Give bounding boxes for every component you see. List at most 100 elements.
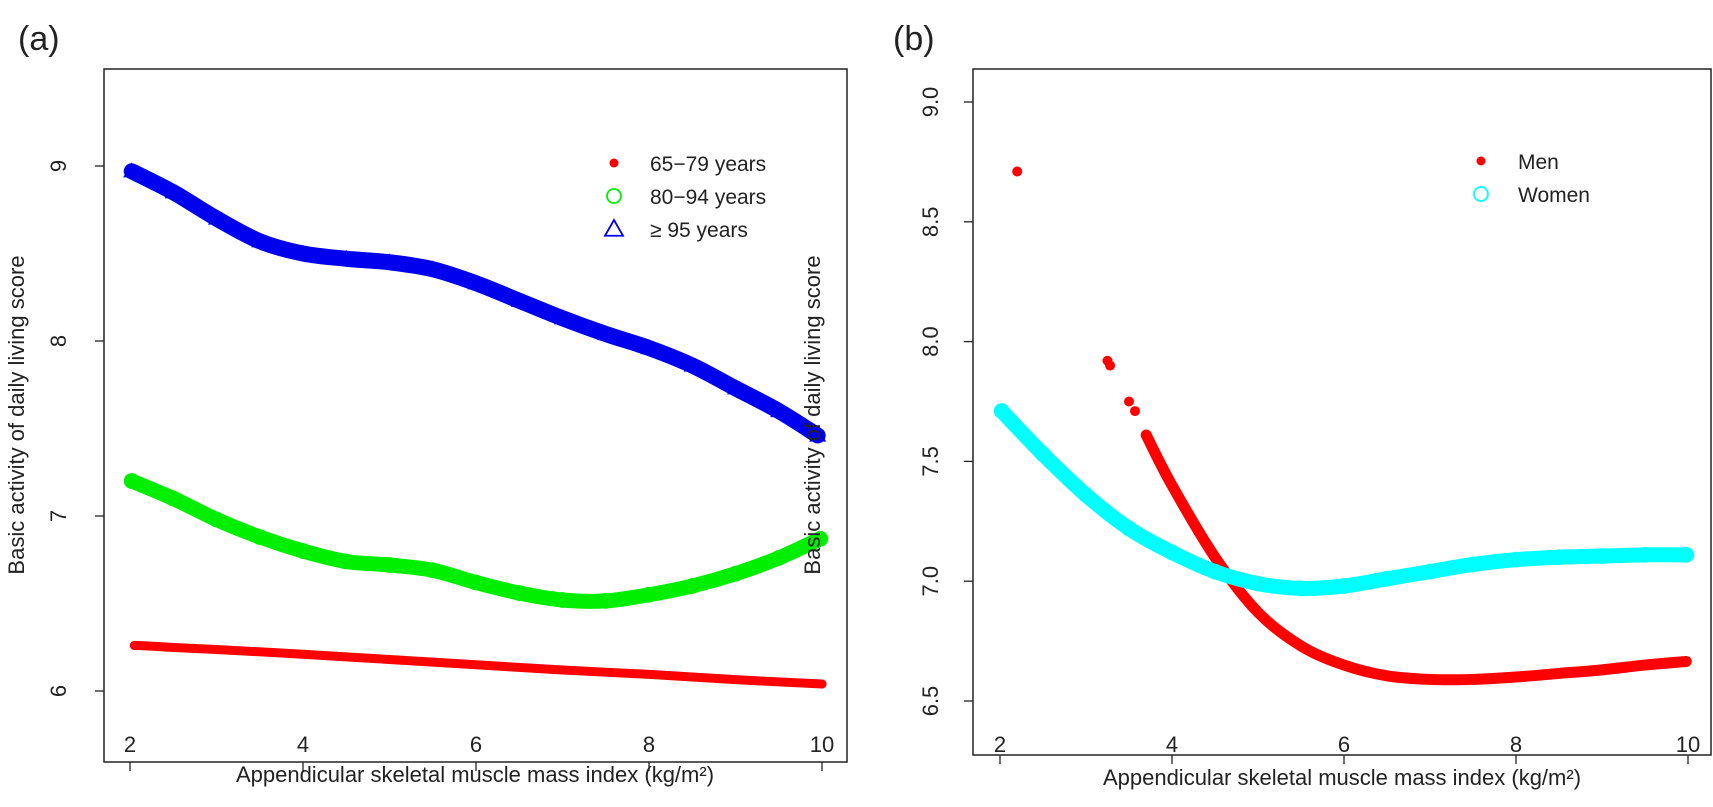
- x-tick-label: 4: [1166, 732, 1178, 757]
- point-marker: [424, 260, 442, 276]
- point-marker: [1678, 546, 1695, 563]
- point-marker: [1465, 556, 1481, 573]
- point-marker: [1105, 360, 1116, 371]
- point-marker: [208, 511, 225, 528]
- point-marker: [1551, 549, 1567, 566]
- series-80-94-years: [123, 473, 829, 609]
- point-marker: [1141, 430, 1151, 440]
- x-tick-label: 10: [810, 732, 834, 757]
- y-tick-label: 7: [46, 510, 71, 522]
- point-marker: [812, 530, 829, 547]
- point-marker: [380, 253, 399, 269]
- legend-marker: [1473, 186, 1489, 202]
- point-marker: [683, 356, 701, 372]
- point-marker: [770, 550, 787, 566]
- y-tick-label: 7.5: [918, 446, 943, 477]
- point-marker: [809, 426, 827, 442]
- point-marker: [1012, 166, 1023, 177]
- point-marker: [424, 562, 441, 579]
- x-axis-label: Appendicular skeletal muscle mass index …: [1103, 765, 1581, 790]
- point-marker: [207, 209, 226, 225]
- series-65-79-years: [129, 640, 827, 689]
- series-band: [994, 403, 1694, 596]
- point-marker: [1250, 575, 1266, 592]
- point-marker: [251, 529, 268, 545]
- legend-label: 65−79 years: [650, 153, 766, 176]
- y-tick-label: 6: [46, 685, 71, 697]
- panel-label: (a): [18, 20, 60, 58]
- point-marker: [597, 325, 615, 341]
- legend-label: 80−94 years: [650, 186, 766, 209]
- point-marker: [1124, 396, 1134, 407]
- point-marker: [1422, 563, 1438, 580]
- y-axis-label: Basic activity of daily living score: [4, 255, 29, 574]
- point-marker: [641, 586, 657, 603]
- point-marker: [597, 592, 614, 609]
- legend-marker: [606, 188, 622, 204]
- series-band: [124, 473, 828, 609]
- point-marker: [1078, 487, 1094, 503]
- y-tick-label: 9: [46, 160, 71, 172]
- point-marker: [993, 403, 1010, 419]
- legend-label: ≥ 95 years: [650, 219, 748, 242]
- point-marker: [1293, 580, 1309, 597]
- point-marker: [165, 490, 182, 507]
- series-band: [123, 163, 826, 444]
- series-band: [1140, 429, 1692, 686]
- series--95-years: [123, 162, 827, 444]
- point-marker: [294, 244, 312, 260]
- x-tick-label: 8: [643, 732, 655, 757]
- point-marker: [817, 679, 827, 689]
- legend-marker: [603, 218, 625, 237]
- point-marker: [295, 543, 311, 559]
- panel-label: (b): [893, 20, 935, 58]
- point-marker: [251, 232, 269, 248]
- x-tick-label: 2: [994, 732, 1006, 757]
- y-tick-label: 8.0: [918, 326, 943, 357]
- plot-frame: [972, 68, 1712, 756]
- point-marker: [123, 473, 140, 489]
- point-marker: [1164, 544, 1180, 561]
- x-tick-label: 6: [1338, 732, 1350, 757]
- series-men: [1012, 166, 1692, 686]
- panel-b: (b) Appendicular skeletal muscle mass in…: [800, 20, 1712, 790]
- point-marker: [129, 641, 139, 650]
- point-marker: [553, 309, 572, 325]
- x-tick-label: 8: [1510, 732, 1522, 757]
- y-tick-label: 8: [46, 335, 71, 347]
- point-marker: [164, 183, 182, 199]
- point-marker: [1121, 520, 1137, 537]
- point-marker: [468, 574, 484, 591]
- point-marker: [467, 274, 485, 290]
- legend-label: Men: [1518, 151, 1559, 174]
- point-marker: [1637, 546, 1653, 563]
- y-axis-label: Basic activity of daily living score: [800, 255, 825, 574]
- panel-a: (a) Appendicular skeletal muscle mass in…: [4, 20, 848, 787]
- point-marker: [511, 585, 528, 601]
- x-axis-label: Appendicular skeletal muscle mass index …: [236, 762, 714, 787]
- point-marker: [1207, 563, 1223, 580]
- series-women: [993, 403, 1695, 597]
- point-marker: [684, 578, 701, 594]
- point-marker: [381, 557, 398, 573]
- point-marker: [1508, 551, 1524, 568]
- series-band: [129, 640, 827, 689]
- point-marker: [123, 162, 141, 178]
- point-marker: [1594, 548, 1610, 564]
- y-tick-label: 9.0: [918, 87, 943, 118]
- point-marker: [337, 249, 355, 265]
- legend-label: Women: [1518, 184, 1590, 207]
- point-marker: [1130, 406, 1141, 417]
- x-tick-label: 10: [1676, 732, 1700, 757]
- point-marker: [1035, 446, 1051, 463]
- point-marker: [1336, 578, 1352, 594]
- legend-marker: [1476, 156, 1486, 166]
- legend-marker: [609, 158, 619, 168]
- point-marker: [510, 291, 528, 307]
- y-tick-label: 8.5: [918, 207, 943, 238]
- point-marker: [338, 553, 355, 570]
- point-marker: [554, 592, 571, 608]
- point-marker: [640, 339, 658, 355]
- x-tick-label: 2: [124, 732, 136, 757]
